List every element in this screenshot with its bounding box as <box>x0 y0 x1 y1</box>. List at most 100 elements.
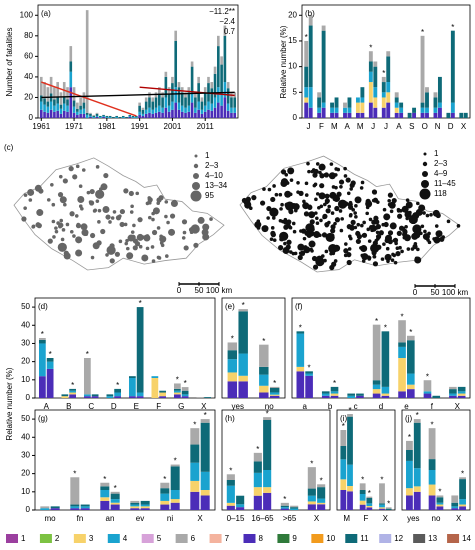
bar-segment <box>386 92 391 103</box>
bar-segment <box>399 107 404 113</box>
bar-segment <box>359 494 366 501</box>
bar-segment <box>373 87 378 98</box>
map-dot <box>361 259 366 263</box>
x-tick-label: e <box>404 402 409 411</box>
map-dot <box>387 192 394 198</box>
bar-segment <box>437 107 442 118</box>
bar-segment <box>366 498 373 504</box>
significance-star: * <box>320 476 323 485</box>
y-tick-label: 15 <box>288 36 297 45</box>
bar-segment <box>161 112 164 118</box>
bar-segment <box>308 107 313 118</box>
bar-segment <box>170 466 180 490</box>
bar-segment <box>144 97 148 102</box>
bar-segment <box>39 76 43 96</box>
bar-segment <box>381 393 390 396</box>
bar-segment <box>398 391 406 398</box>
panel-label: (c) <box>4 143 14 152</box>
bar-segment <box>173 392 181 395</box>
x-tick-label: ev <box>136 514 144 523</box>
map-dot <box>306 161 310 166</box>
bar-segment <box>190 480 200 492</box>
x-tick-label: ni <box>167 514 173 523</box>
map-dot <box>319 218 323 223</box>
bar-segment <box>373 107 378 118</box>
x-tick-label: fn <box>77 514 84 523</box>
bar-segment <box>407 112 412 118</box>
bar-segment <box>340 446 347 460</box>
bar-segment <box>381 386 390 394</box>
bar-segment <box>356 395 364 398</box>
bar-segment <box>280 507 289 509</box>
map-dot <box>423 229 427 234</box>
bar-segment <box>140 504 150 507</box>
bar-segment <box>407 373 415 385</box>
map-dot <box>118 239 123 244</box>
y-tick-label: 30 <box>21 451 30 460</box>
bar-segment <box>420 107 425 113</box>
map-dot <box>92 209 97 213</box>
significance-star: * <box>421 28 424 37</box>
map-dot <box>346 224 352 230</box>
bar-segment <box>194 97 197 108</box>
bar-segment <box>406 450 413 461</box>
map-dot <box>331 251 336 256</box>
bar-segment <box>161 107 164 113</box>
bar-segment <box>347 414 353 417</box>
x-tick-label: 1971 <box>65 122 83 131</box>
bar-segment <box>238 375 248 382</box>
map-dot <box>362 220 366 225</box>
map-dot <box>360 223 364 228</box>
bar-segment <box>223 97 227 118</box>
x-tick-label: F <box>319 122 324 131</box>
legend-label: 3 <box>89 534 94 543</box>
map-dot <box>244 201 252 209</box>
map-dot <box>251 195 257 201</box>
map-dot <box>279 207 283 211</box>
bar-segment <box>115 116 118 118</box>
panel-label: (b) <box>305 9 315 18</box>
bar-segment <box>53 87 56 100</box>
bar-segment <box>420 112 425 118</box>
map-dot <box>50 182 54 187</box>
bar-segment <box>173 388 181 391</box>
bar-segment <box>130 508 140 510</box>
bar-segment <box>154 97 158 108</box>
trend-line <box>41 91 235 99</box>
map-dot <box>427 240 432 245</box>
panel-label: (g) <box>38 414 48 423</box>
bar-segment <box>459 504 466 507</box>
bar-segment <box>307 495 316 502</box>
bar-segment <box>56 97 59 104</box>
y-tick-label: 5 <box>293 87 298 96</box>
x-tick-label: E <box>134 402 139 411</box>
bar-segment <box>154 112 158 118</box>
bar-segment <box>432 395 441 398</box>
bar-segment <box>141 113 145 116</box>
bar-segment <box>89 116 92 118</box>
bar-segment <box>105 115 109 117</box>
bar-segment <box>317 112 322 118</box>
bar-segment <box>290 508 299 510</box>
map-dot <box>129 210 134 214</box>
bar-segment <box>233 97 237 108</box>
bar-segment <box>170 502 180 510</box>
map-legend-dot <box>419 188 431 200</box>
bar-segment <box>296 331 305 334</box>
map-dot <box>58 174 63 179</box>
map-dot <box>325 232 335 243</box>
bar-segment <box>128 116 132 118</box>
map-dot <box>286 239 292 245</box>
bar-segment <box>398 342 406 347</box>
map-dot <box>413 231 421 239</box>
map-dot <box>308 240 316 248</box>
scale-label: 0 <box>177 286 182 295</box>
map-legend-label: 1 <box>205 151 210 160</box>
bar-segment <box>355 97 360 103</box>
map-dot <box>422 211 426 215</box>
bar-segment <box>259 392 269 398</box>
map-dot <box>270 226 275 230</box>
map-dot <box>333 221 337 226</box>
map-dot <box>81 168 86 172</box>
map-dot <box>367 257 372 261</box>
